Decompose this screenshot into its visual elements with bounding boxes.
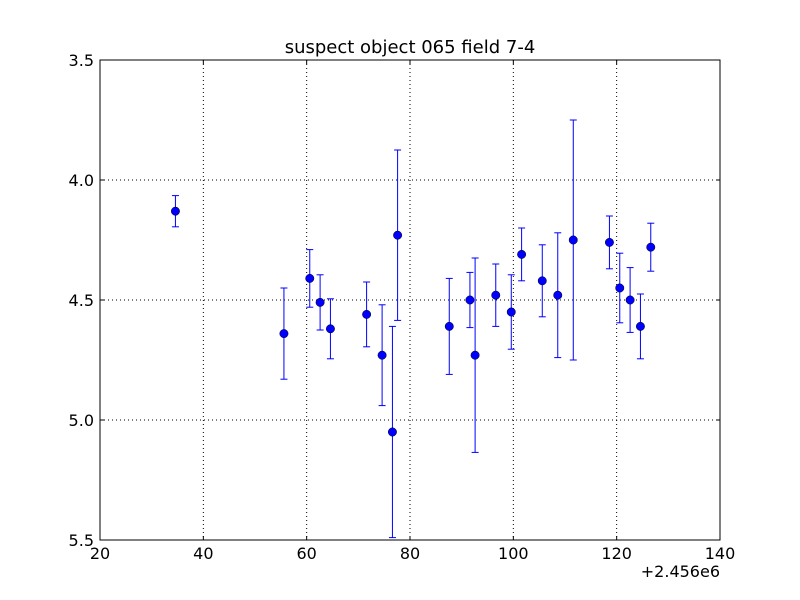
data-point — [315, 297, 325, 307]
data-point — [517, 249, 527, 259]
data-point — [625, 295, 635, 305]
data-point — [615, 283, 625, 293]
data-point — [491, 290, 501, 300]
x-tick-label: 20 — [90, 544, 110, 563]
grid-layer — [100, 60, 720, 540]
x-tick-label: 60 — [296, 544, 316, 563]
x-tick-label: 120 — [601, 544, 632, 563]
data-point — [537, 276, 547, 286]
data-point — [444, 321, 454, 331]
data-point — [568, 235, 578, 245]
chart-title: suspect object 065 field 7-4 — [285, 37, 536, 58]
data-point — [393, 230, 403, 240]
x-tick-label: 100 — [498, 544, 529, 563]
data-point — [377, 350, 387, 360]
y-tick-label: 5.5 — [69, 531, 94, 550]
data-point — [362, 309, 372, 319]
data-point — [279, 329, 289, 339]
plot-frame — [99, 59, 721, 541]
x-tick-label: 80 — [400, 544, 420, 563]
data-point — [604, 237, 614, 247]
data-point — [387, 427, 397, 437]
data-point — [470, 350, 480, 360]
data-point — [305, 273, 315, 283]
x-offset-label: +2.456e6 — [641, 562, 720, 581]
data-point — [506, 307, 516, 317]
data-point — [553, 290, 563, 300]
x-tick-label: 40 — [193, 544, 213, 563]
x-tick-label: 140 — [705, 544, 736, 563]
data-point — [325, 324, 335, 334]
data-point — [170, 206, 180, 216]
data-point — [635, 321, 645, 331]
y-tick-label: 4.5 — [69, 291, 94, 310]
y-tick-label: 3.5 — [69, 51, 94, 70]
data-point — [465, 295, 475, 305]
data-point — [646, 242, 656, 252]
data-layer — [170, 119, 656, 539]
ticks-layer: 20 40 60 80 100 120 140 3.5 4.0 4.5 5.0 5.5 — [69, 51, 736, 563]
y-tick-label: 4.0 — [69, 171, 94, 190]
y-tick-label: 5.0 — [69, 411, 94, 430]
